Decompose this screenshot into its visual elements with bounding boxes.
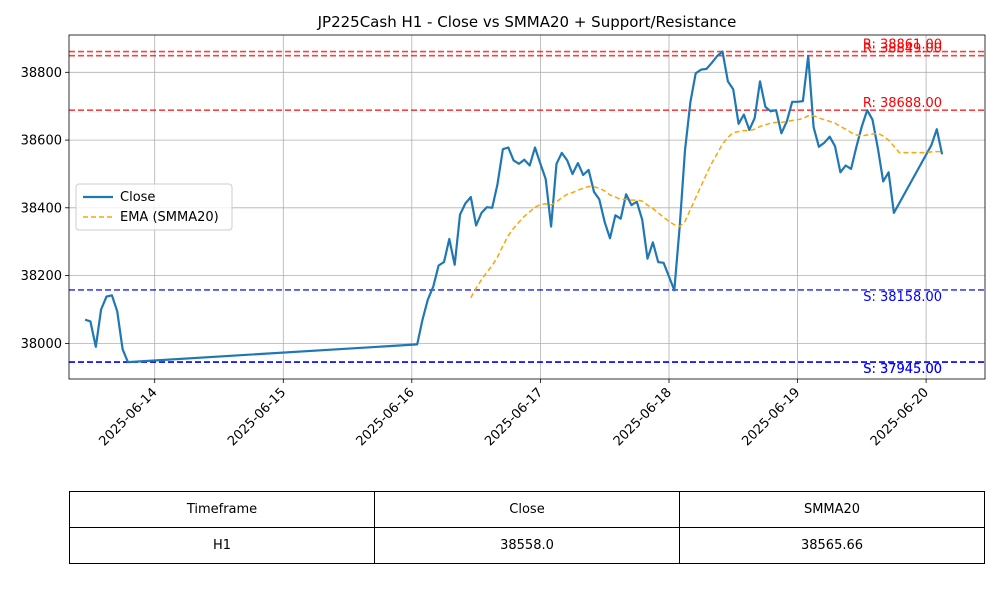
table-header-row: Timeframe Close SMMA20 xyxy=(69,491,985,528)
table-row: H1 38558.0 38565.66 xyxy=(69,527,985,564)
chart-title: JP225Cash H1 - Close vs SMMA20 + Support… xyxy=(317,13,737,31)
x-tick-label: 2025-06-14 xyxy=(96,385,160,449)
support-label: S: 37945.00 xyxy=(863,362,942,377)
x-tick-label: 2025-06-15 xyxy=(225,385,289,449)
legend-label-close: Close xyxy=(120,190,155,205)
table-cell: 38565.66 xyxy=(679,527,985,564)
y-tick-label: 38800 xyxy=(21,66,62,81)
y-axis: 38000 38200 38400 38600 38800 xyxy=(21,66,69,352)
x-tick-label: 2025-06-17 xyxy=(482,385,546,449)
series-line-smma20 xyxy=(470,114,943,299)
table-header-cell: Close xyxy=(374,491,680,528)
y-tick-label: 38600 xyxy=(21,134,62,149)
x-tick-label: 2025-06-18 xyxy=(611,385,675,449)
x-tick-label: 2025-06-20 xyxy=(868,385,932,449)
resistance-label: R: 38688.00 xyxy=(863,96,942,111)
table-cell: H1 xyxy=(69,527,375,564)
resistance-label: R: 38861.00 xyxy=(863,38,942,53)
x-tick-label: 2025-06-16 xyxy=(354,385,418,449)
table-cell: 38558.0 xyxy=(374,527,680,564)
support-label: S: 38158.00 xyxy=(863,290,942,305)
x-tick-label: 2025-06-19 xyxy=(739,385,803,449)
table-header-cell: SMMA20 xyxy=(679,491,985,528)
legend: Close EMA (SMMA20) xyxy=(75,183,233,231)
chart: JP225Cash H1 - Close vs SMMA20 + Support… xyxy=(21,13,986,449)
plot-frame xyxy=(68,34,986,380)
support-label: S: 37945.00 xyxy=(863,362,942,377)
x-axis: 2025-06-14 2025-06-15 2025-06-16 2025-06-17… xyxy=(96,379,932,449)
series-line-close xyxy=(84,50,944,364)
summary-table: Timeframe Close SMMA20 H1 38558.0 38565.… xyxy=(69,491,985,564)
legend-box xyxy=(75,183,233,231)
legend-label-smma20: EMA (SMMA20) xyxy=(120,210,219,225)
y-tick-label: 38200 xyxy=(21,269,62,284)
series-lines xyxy=(84,50,944,364)
resistance-label: R: 38849.00 xyxy=(863,42,942,57)
support-resistance-labels: R: 38861.00R: 38849.00 R: 38688.00 S: 3815… xyxy=(863,38,942,378)
y-tick-label: 38000 xyxy=(21,337,62,352)
y-tick-label: 38400 xyxy=(21,201,62,216)
table-header-cell: Timeframe xyxy=(69,491,375,528)
